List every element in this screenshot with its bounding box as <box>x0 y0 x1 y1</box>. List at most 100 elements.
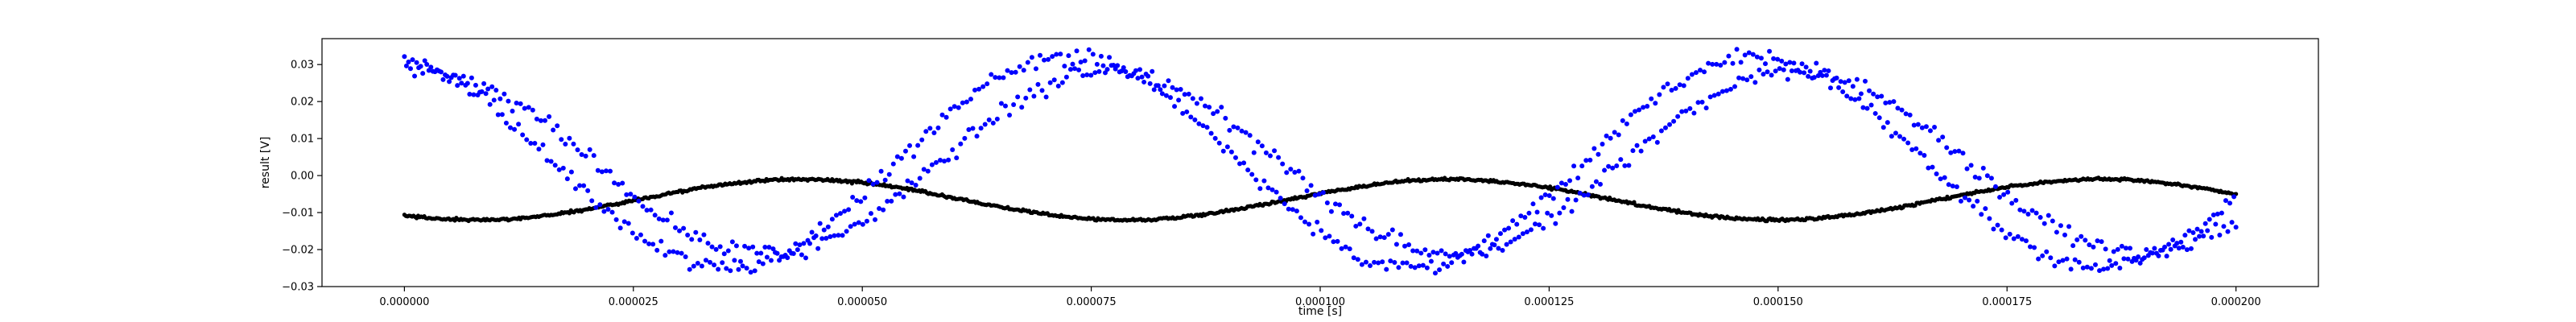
data-point-blue <box>2164 254 2169 259</box>
data-point-blue <box>2111 249 2116 254</box>
data-point-blue <box>1402 243 1408 249</box>
data-point-blue <box>1541 225 1546 231</box>
data-point-blue <box>1624 121 1629 126</box>
data-point-blue <box>491 97 497 103</box>
data-point-blue <box>1856 96 1862 101</box>
data-point-blue <box>729 239 735 245</box>
data-point-blue <box>842 208 848 214</box>
data-point-blue <box>2087 242 2092 248</box>
data-point-blue <box>1871 91 1876 97</box>
data-point-blue <box>978 126 984 131</box>
data-point-blue <box>1940 134 1946 140</box>
data-point-blue <box>1807 68 1813 74</box>
data-point-blue <box>1013 69 1018 75</box>
data-point-blue <box>1385 232 1391 237</box>
data-point-blue <box>1752 80 1758 85</box>
data-point-blue <box>675 250 680 255</box>
data-point-blue <box>1339 246 1344 251</box>
data-point-blue <box>1435 250 1440 256</box>
data-point-blue <box>2123 246 2128 251</box>
data-point-blue <box>1208 130 1214 136</box>
data-point-blue <box>911 154 917 159</box>
data-point-blue <box>2201 233 2207 239</box>
data-point-blue <box>840 233 845 238</box>
data-point-blue <box>683 254 688 259</box>
data-point-blue <box>1304 188 1310 194</box>
data-point-blue <box>506 98 511 104</box>
x-tick-label: 0.000150 <box>1753 296 1803 308</box>
data-point-blue <box>1885 120 1890 126</box>
data-point-blue <box>2054 229 2059 235</box>
data-point-blue <box>750 244 756 250</box>
data-point-blue <box>1834 75 1839 80</box>
data-point-blue <box>1842 80 1847 85</box>
data-point-blue <box>2060 258 2066 263</box>
data-point-blue <box>1194 101 1199 106</box>
data-point-blue <box>1084 72 1090 77</box>
data-point-blue <box>998 101 1004 106</box>
x-tick-label: 0.000100 <box>1295 296 1345 308</box>
data-point-blue <box>2119 243 2124 249</box>
data-point-blue <box>1614 163 1620 169</box>
data-point-blue <box>813 233 819 238</box>
data-point-blue <box>464 80 470 86</box>
data-point-blue <box>1312 192 1318 198</box>
x-tick-label: 0.000050 <box>837 296 887 308</box>
data-point-blue <box>1005 68 1010 73</box>
data-point-blue <box>1991 226 1996 232</box>
data-point-blue <box>737 258 743 264</box>
data-point-blue <box>1926 165 1931 171</box>
data-point-blue <box>1107 55 1113 60</box>
data-point-blue <box>799 252 804 258</box>
data-point-blue <box>1958 198 1963 204</box>
data-point-blue <box>1872 110 1878 116</box>
data-point-blue <box>1685 76 1690 81</box>
data-point-blue <box>1722 60 1728 65</box>
data-point-blue <box>1762 61 1768 67</box>
data-point-blue <box>2088 266 2094 271</box>
data-point-blue <box>1337 202 1343 208</box>
data-point-blue <box>1508 239 1513 245</box>
data-point-blue <box>902 148 908 154</box>
x-axis-ticks: 0.000000 0.000025 0.000050 0.000075 0.000100… <box>379 287 2261 308</box>
data-point-blue <box>825 224 831 229</box>
data-point-blue <box>2033 210 2039 216</box>
data-point-blue <box>2229 220 2235 225</box>
data-point-blue <box>2168 246 2174 252</box>
data-point-blue <box>1976 175 1982 181</box>
data-point-blue <box>444 73 450 79</box>
data-point-blue <box>1577 190 1583 196</box>
data-point-blue <box>2044 249 2050 254</box>
data-point-blue <box>547 114 552 119</box>
data-point-blue <box>1706 60 1711 66</box>
data-point-blue <box>473 82 478 88</box>
data-point-blue <box>1481 238 1487 244</box>
data-point-blue <box>1050 54 1055 60</box>
data-point-blue <box>2056 259 2062 265</box>
data-point-blue <box>1927 128 1933 134</box>
data-point-blue <box>1196 121 1202 126</box>
data-point-blue <box>1546 193 1552 199</box>
data-point-blue <box>2048 255 2054 261</box>
data-point-blue <box>701 232 707 237</box>
data-point-blue <box>481 80 487 86</box>
data-point-blue <box>1850 84 1856 89</box>
data-point-blue <box>1133 68 1138 73</box>
data-point-blue <box>1638 148 1644 154</box>
data-point-blue <box>1691 110 1697 116</box>
data-point-blue <box>854 198 860 204</box>
data-point-blue <box>1290 207 1295 213</box>
data-point-blue <box>1785 76 1790 82</box>
data-point-blue <box>459 80 464 86</box>
data-point-blue <box>1899 107 1905 113</box>
data-point-blue <box>507 125 513 130</box>
data-point-blue <box>1447 254 1452 259</box>
data-point-blue <box>1272 148 1278 154</box>
data-point-blue <box>579 151 584 157</box>
data-point-blue <box>1983 206 1988 212</box>
data-point-blue <box>1163 93 1169 98</box>
data-point-blue <box>1518 213 1524 219</box>
data-point-blue <box>1426 252 1432 258</box>
data-point-blue <box>1255 139 1261 145</box>
data-point-blue <box>406 59 411 64</box>
